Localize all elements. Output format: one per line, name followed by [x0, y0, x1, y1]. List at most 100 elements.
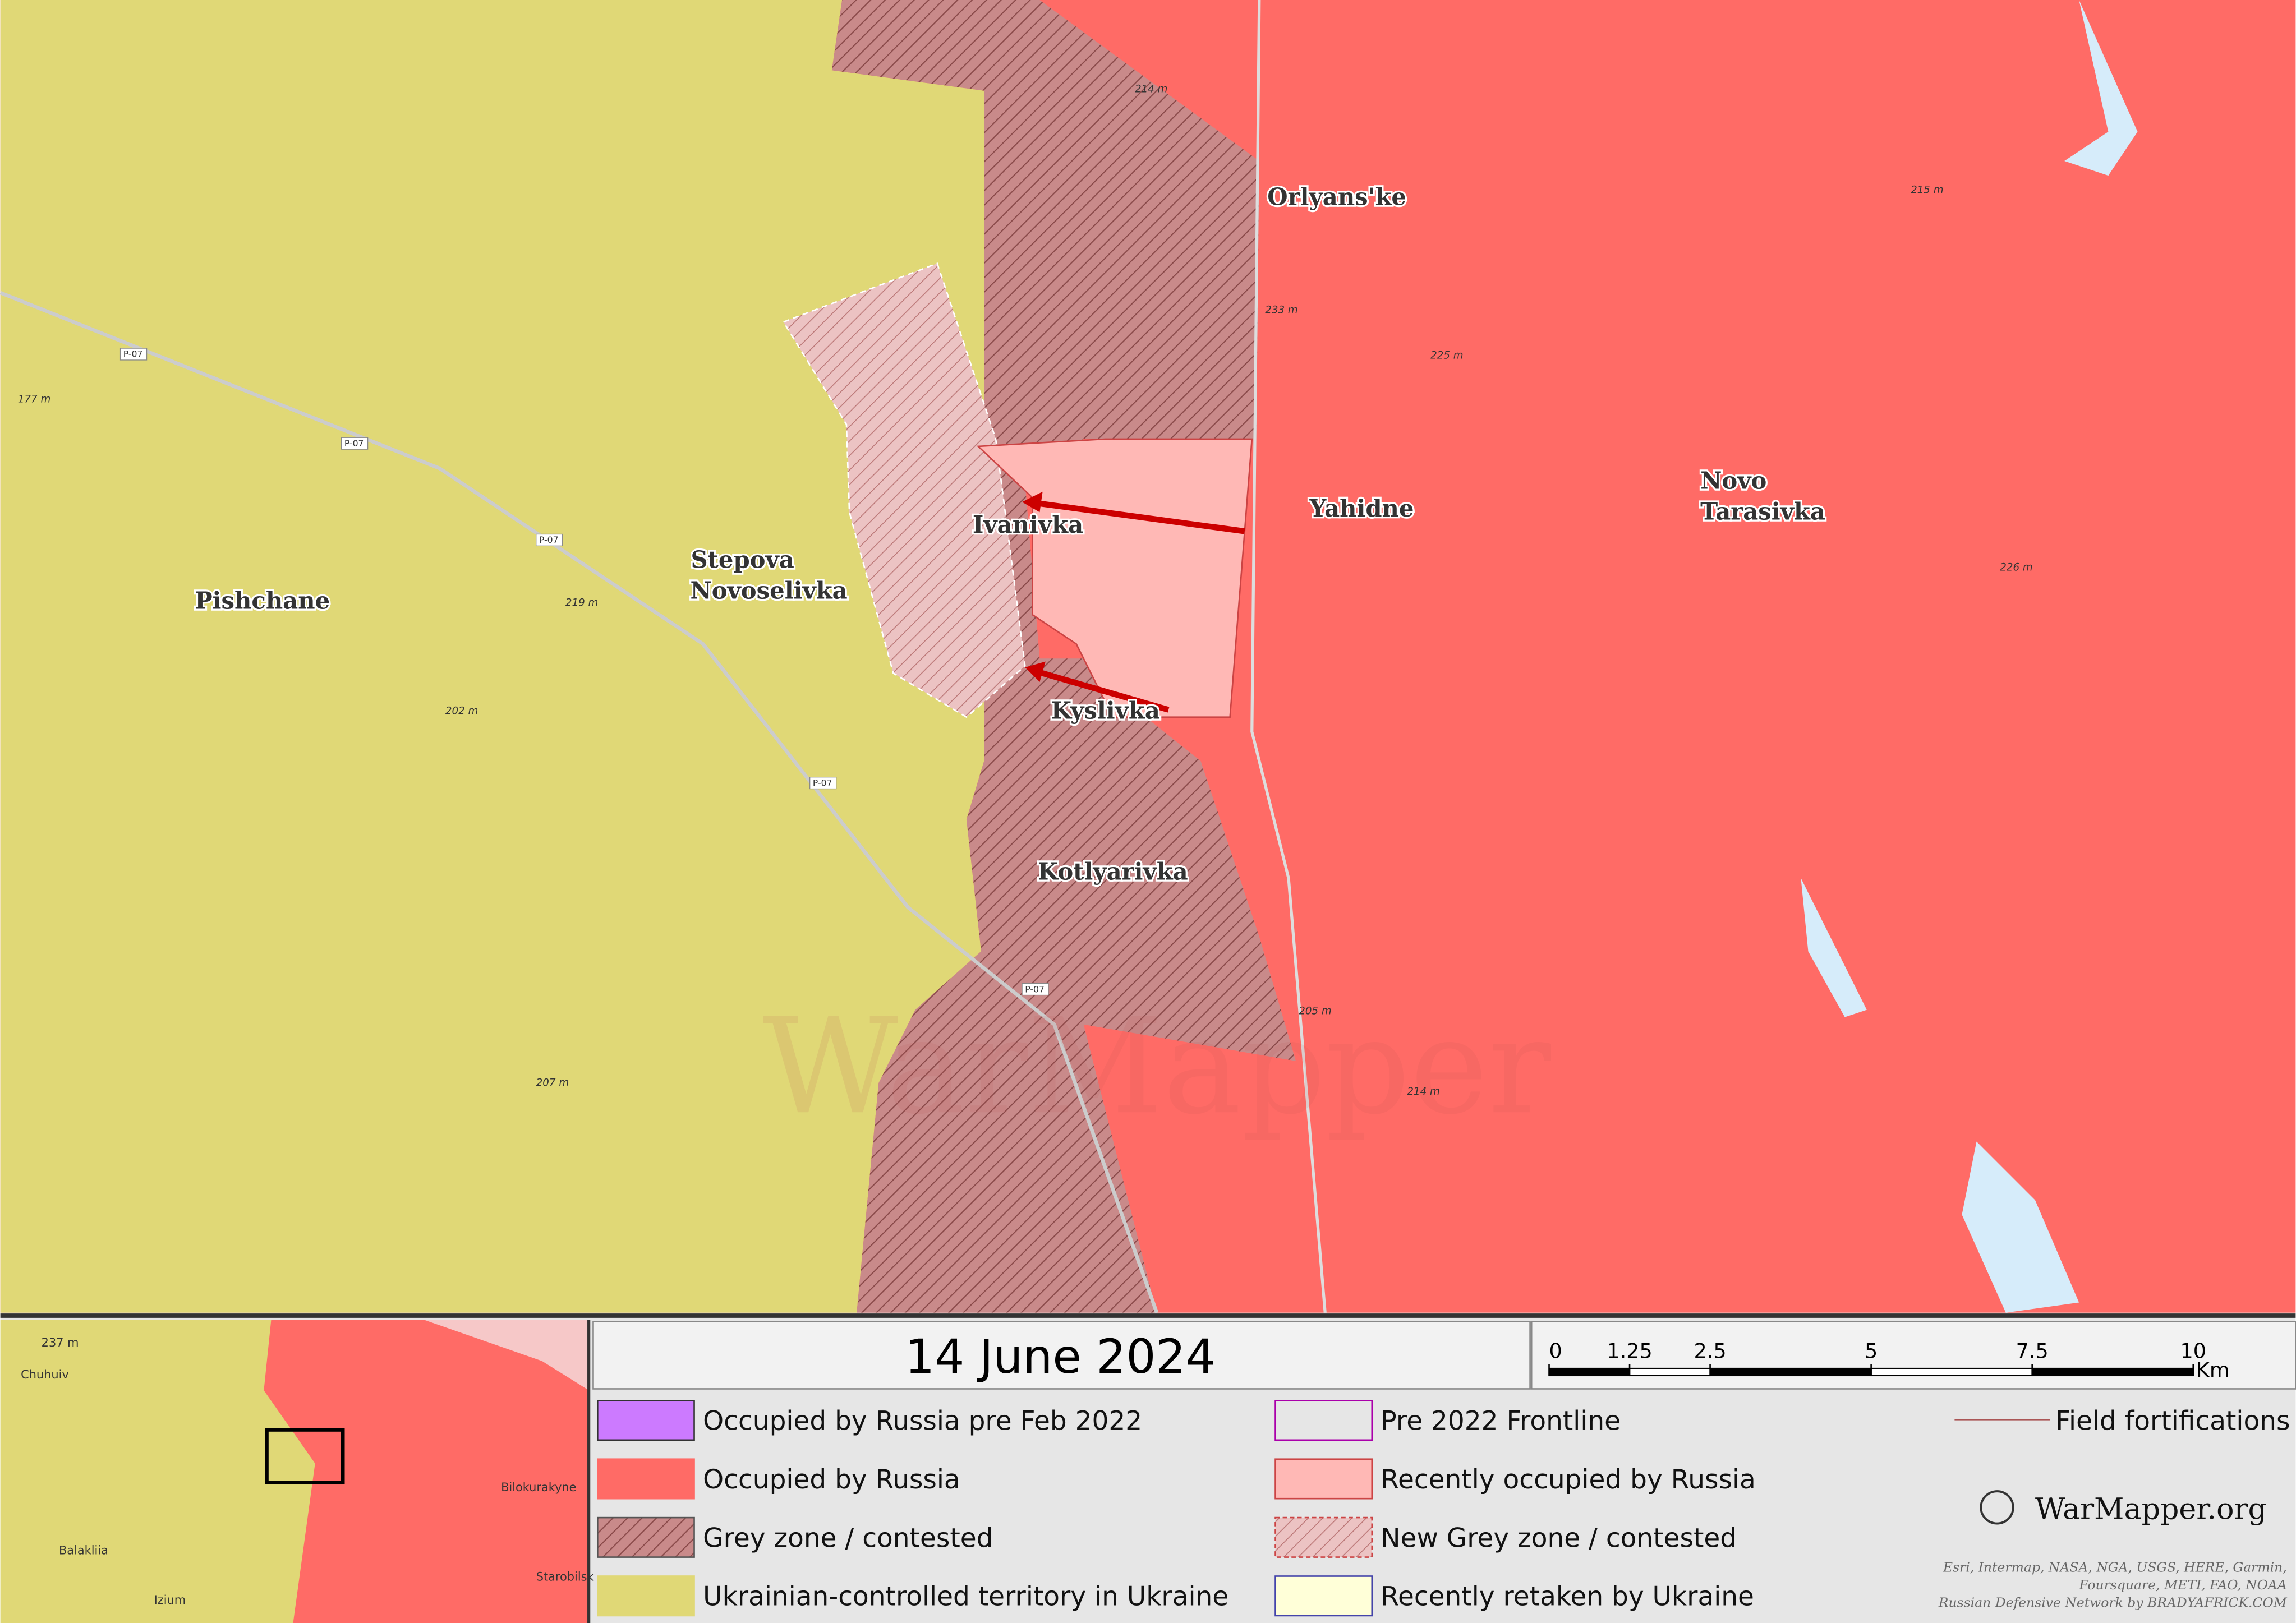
- scale-segment: [2031, 1367, 2194, 1377]
- legend-label: Ukrainian-controlled territory in Ukrain…: [703, 1581, 1228, 1612]
- legend-swatch: [1274, 1458, 1373, 1500]
- road-label: P-07: [1025, 984, 1045, 994]
- scale-segment: [1709, 1367, 1872, 1377]
- arrow: [1027, 499, 1245, 534]
- scale-label: 7.5: [2016, 1339, 2049, 1363]
- water: [2064, 0, 2138, 176]
- legend-swatch: [597, 1516, 695, 1558]
- road-shield: [119, 348, 148, 361]
- place-label: Pishchane: [195, 587, 330, 615]
- inset-label: 237 m: [42, 1336, 79, 1349]
- elevation-label: 214 m: [1135, 83, 1167, 95]
- legend-swatch: [597, 1400, 695, 1441]
- elevation-label: 177 m: [18, 394, 50, 405]
- place-label: Kotlyarivka: [1038, 857, 1188, 885]
- scale-segment: [1870, 1367, 2033, 1377]
- elevation-label: 233 m: [1265, 304, 1297, 316]
- road-label: P-07: [539, 534, 559, 545]
- legend-panel: 237 m Chuhuiv Balakliia Izium Bilokurakyne St…: [0, 1312, 2296, 1623]
- elevation-labels: 214 m 215 m 233 m 225 m 177 m 219 m 202 m 207 m…: [18, 83, 2033, 1098]
- legend-swatch: [1274, 1575, 1373, 1617]
- title-box: [592, 1321, 1531, 1390]
- legend-label: Field fortifications: [2055, 1406, 2290, 1437]
- inset-label: Izium: [154, 1593, 186, 1607]
- scale-label: 2.5: [1694, 1339, 1727, 1363]
- place-label: Kyslivka: [1051, 697, 1160, 724]
- legend-label: New Grey zone / contested: [1381, 1523, 1737, 1553]
- map: WarMapper Orlyans'ke Yahidne NovoTarasivka…: [0, 0, 2296, 1313]
- water: [1801, 878, 1867, 1017]
- ukraine-area: [0, 0, 984, 1313]
- credit-line: Russian Defensive Network by BRADYAFRICK…: [1938, 1594, 2288, 1610]
- inset-area: [425, 1320, 589, 1391]
- legend-swatch: [597, 1575, 695, 1617]
- place-label: Ivanivka: [973, 511, 1083, 538]
- elevation-label: 219 m: [565, 597, 598, 608]
- inset-label: Starobilsk: [536, 1570, 595, 1583]
- legend-swatch: [1274, 1516, 1373, 1558]
- new-grey-zone: [782, 262, 1026, 718]
- arrow-head: [1025, 661, 1046, 683]
- water: [1962, 1141, 2079, 1313]
- inset-label: Balakliia: [59, 1543, 108, 1557]
- inset-map: 237 m Chuhuiv Balakliia Izium Bilokurakyne St…: [0, 1320, 594, 1623]
- credit-line: Foursquare, METI, FAO, NOAA: [2078, 1577, 2286, 1593]
- place-label: Tarasivka: [1700, 497, 1825, 525]
- watermark: WarMapper: [762, 990, 1551, 1144]
- elevation-label: 215 m: [1911, 184, 1943, 196]
- scale-segment: [1548, 1367, 1631, 1377]
- logo: WarMapper.org: [2035, 1493, 2267, 1527]
- scale-unit: Km: [2196, 1358, 2230, 1382]
- road-shield: [809, 777, 837, 790]
- road-shield: [536, 533, 563, 547]
- road-label: P-07: [813, 777, 832, 788]
- legend-label: Pre 2022 Frontline: [1381, 1406, 1621, 1437]
- inset-frame: [265, 1428, 345, 1484]
- scale-label: 0: [1549, 1339, 1562, 1363]
- place-label: Orlyans'ke: [1267, 183, 1406, 210]
- scale-label: 5: [1865, 1339, 1878, 1363]
- recently-occupied: [976, 438, 1253, 718]
- scale-box: [1530, 1321, 2296, 1390]
- road-label: P-07: [344, 438, 364, 449]
- legend-label: Grey zone / contested: [703, 1523, 993, 1553]
- elevation-label: 214 m: [1407, 1086, 1439, 1098]
- place-label: Stepova: [691, 546, 794, 574]
- legend-label: Occupied by Russia: [703, 1464, 960, 1495]
- road-shield: [1022, 983, 1049, 996]
- inset-russia: [264, 1320, 589, 1623]
- elevation-label: 225 m: [1430, 349, 1463, 361]
- road: [1250, 0, 1327, 1313]
- elevation-label: 207 m: [536, 1077, 569, 1089]
- legend-swatch: [597, 1458, 695, 1500]
- arrow-head: [1022, 491, 1043, 513]
- elevation-label: 202 m: [445, 705, 478, 717]
- legend-items: Occupied by Russia pre Feb 2022 Occupied …: [597, 1400, 2290, 1617]
- legend-label: Recently occupied by Russia: [1381, 1464, 1755, 1495]
- road-labels: P-07 P-07 P-07 P-07 P-07: [119, 348, 1049, 996]
- place-label: Novoselivka: [691, 577, 848, 604]
- place-label: Novo: [1700, 467, 1766, 495]
- legend-swatch: [1274, 1400, 1373, 1441]
- scale-label: 1.25: [1607, 1339, 1652, 1363]
- credits: Esri, Intermap, NASA, NGA, USGS, HERE, G…: [1938, 1560, 2288, 1611]
- date-title: 14 June 2024: [905, 1329, 1216, 1384]
- legend-label: Recently retaken by Ukraine: [1381, 1581, 1754, 1612]
- arrow: [1031, 667, 1170, 713]
- inset-labels: 237 m Chuhuiv Balakliia Izium Bilokurakyne St…: [21, 1336, 594, 1607]
- road-shield: [341, 437, 369, 450]
- legend-label: Occupied by Russia pre Feb 2022: [703, 1406, 1142, 1437]
- logo-icon: [1980, 1490, 2014, 1525]
- grey-zone: [831, 0, 1296, 1313]
- elevation-label: 226 m: [2000, 562, 2032, 574]
- road-label: P-07: [123, 349, 143, 359]
- scale-segment: [1629, 1367, 1711, 1377]
- inset-label: Chuhuiv: [21, 1368, 69, 1381]
- scale-label: 10: [2180, 1339, 2206, 1363]
- elevation-label: 205 m: [1299, 1005, 1331, 1017]
- credit-line: Esri, Intermap, NASA, NGA, USGS, HERE, G…: [1943, 1560, 2287, 1575]
- place-label: Yahidne: [1309, 495, 1414, 522]
